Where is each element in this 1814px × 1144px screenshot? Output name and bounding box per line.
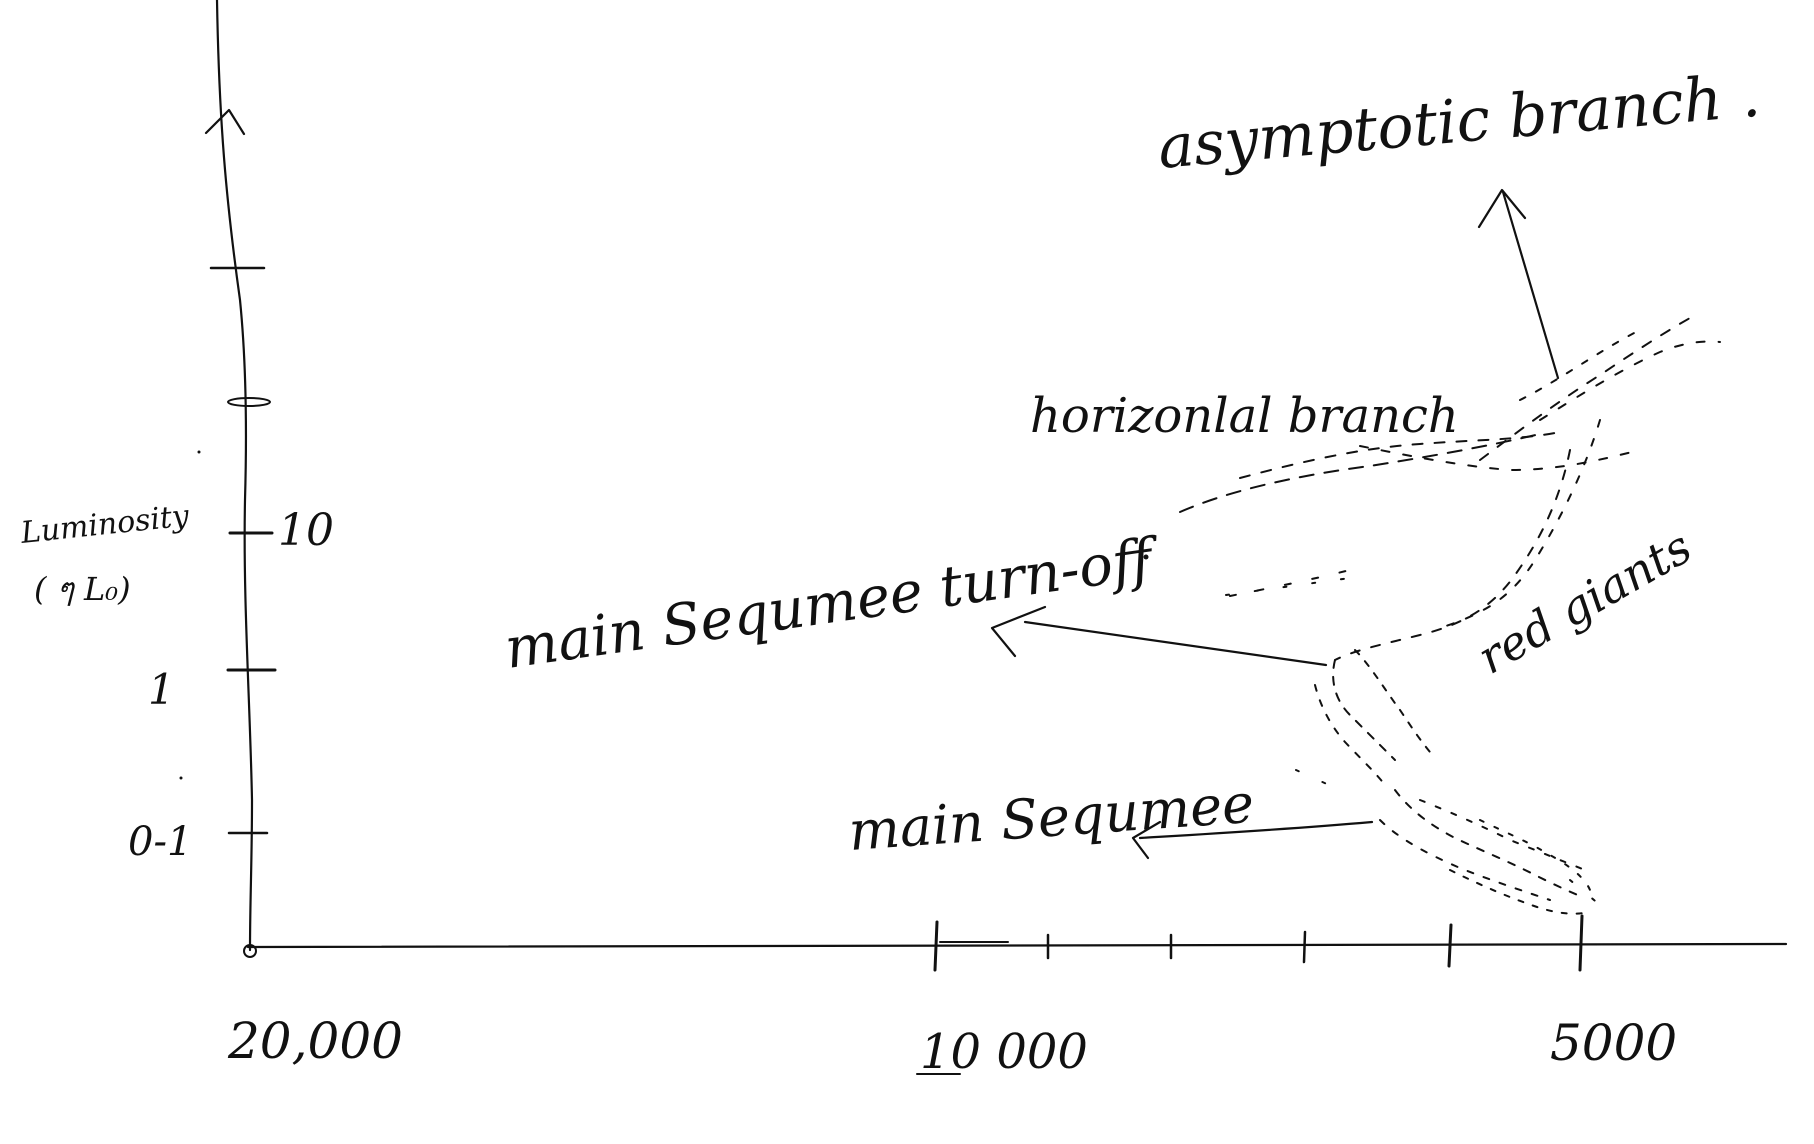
x-axis: 20,000 10 000 5000 [227, 914, 1788, 1080]
scattered-stars [1225, 577, 1601, 906]
main-sequence-stars-5 [1479, 819, 1591, 891]
red-giants-label: red giants [1469, 519, 1701, 684]
red-giant-branch-stars [1334, 449, 1571, 661]
horizontal-branch-label: horizonlal branch [1030, 388, 1459, 444]
x-tick-label-20000: 20,000 [227, 1012, 403, 1070]
isolated-star [1143, 554, 1149, 560]
y-axis-arrowhead [204, 108, 246, 136]
main-sequence-stars-3 [1419, 799, 1591, 873]
x-tick-minor-3 [1302, 930, 1307, 964]
turn-off-stars-3 [1354, 649, 1431, 753]
main-sequence-stars-2 [1379, 819, 1551, 901]
turn-off-label: main Sequmee turn-off [501, 526, 1165, 682]
main-sequence-arrow [1131, 820, 1374, 860]
x-tick-label-10000: 10 000 [920, 1024, 1088, 1080]
asymptotic-branch-label: asymptotic branch . [1155, 61, 1763, 183]
asymptotic-branch-stars-2 [1539, 340, 1721, 421]
stray-mark-2 [179, 776, 183, 780]
main-sequence-stars [1394, 789, 1586, 899]
horizontal-branch-stars-2 [1239, 431, 1561, 479]
y-axis-line [215, 0, 254, 952]
red-giant-branch-stars-2 [1439, 419, 1601, 629]
y-tick-ring [227, 397, 271, 407]
main-sequence-label: main Sequmee [847, 772, 1256, 863]
asymptotic-branch-arrow [1477, 188, 1560, 380]
horizontal-branch-stars-3 [1359, 445, 1641, 472]
x-axis-line [246, 942, 1788, 949]
x-tick-minor-4 [1447, 923, 1453, 968]
annotations: asymptotic branch . horizonlal branch ma… [501, 61, 1763, 863]
turn-off-stars-2 [1314, 684, 1386, 786]
x-tick-10000 [933, 920, 939, 972]
y-axis-title: Luminosity [18, 498, 191, 551]
horizontal-branch-stars [1179, 433, 1541, 513]
y-axis: 10 1 0-1 Luminosity ( ๆ L₀) [18, 0, 334, 958]
asymptotic-branch-stars-3 [1519, 329, 1641, 401]
stray-mark-1 [197, 450, 201, 454]
x-tick-5000 [1578, 914, 1584, 972]
x-tick-label-5000: 5000 [1550, 1014, 1677, 1072]
turn-off-arrow [990, 605, 1328, 667]
y-tick-label-1: 1 [148, 665, 175, 714]
horizontal-branch-stars-4 [1229, 569, 1351, 597]
star-cluster [179, 317, 1721, 915]
origin-dot [243, 944, 257, 958]
y-tick-label-0-1: 0-1 [128, 819, 192, 865]
y-tick-label-10: 10 [278, 505, 334, 556]
y-axis-units: ( ๆ L₀) [34, 570, 131, 608]
turn-off-stars [1332, 659, 1396, 761]
